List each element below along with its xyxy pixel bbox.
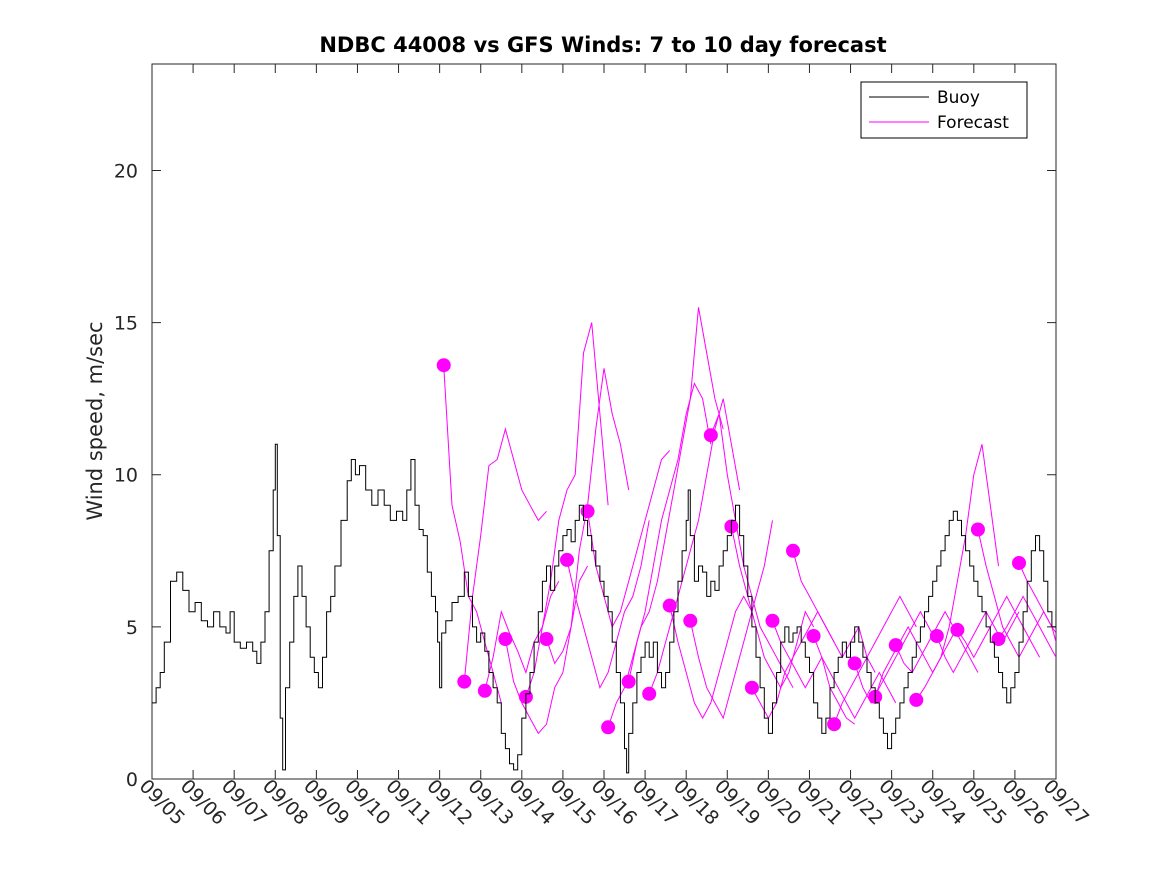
chart-title: NDBC 44008 vs GFS Winds: 7 to 10 day for… — [319, 33, 886, 57]
forecast-marker — [662, 598, 677, 613]
y-tick-label: 20 — [114, 160, 138, 182]
x-tick-label: 09/19 — [710, 775, 764, 829]
y-axis-label: Wind speed, m/sec — [83, 321, 107, 520]
forecast-marker — [1012, 555, 1027, 570]
forecast-marker — [601, 720, 616, 735]
x-tick-label: 09/15 — [546, 775, 600, 829]
forecast-marker — [477, 683, 492, 698]
forecast-marker — [991, 632, 1006, 647]
x-tick-label: 09/18 — [669, 775, 723, 829]
forecast-line — [628, 382, 712, 682]
x-tick-label: 09/17 — [628, 775, 682, 829]
forecast-line — [730, 526, 815, 689]
forecast-line — [566, 520, 650, 690]
x-tick-label: 09/25 — [957, 775, 1011, 829]
x-tick-label: 09/05 — [135, 775, 189, 829]
x-tick-label: 09/20 — [751, 775, 805, 829]
forecast-marker — [436, 358, 451, 373]
x-tick-label: 09/10 — [340, 775, 394, 829]
y-tick-label: 5 — [126, 617, 138, 639]
x-tick-label: 09/27 — [1039, 775, 1093, 829]
forecast-marker — [580, 504, 595, 519]
y-tick-label: 0 — [126, 769, 138, 791]
forecast-marker — [683, 613, 698, 628]
forecast-line — [525, 322, 609, 698]
forecast-marker — [970, 522, 985, 537]
forecast-line — [689, 520, 773, 720]
x-tick-label: 09/06 — [176, 775, 230, 829]
forecast-marker — [765, 613, 780, 628]
legend-label-buoy: Buoy — [937, 88, 980, 108]
forecast-marker — [888, 638, 903, 653]
forecast-marker — [827, 717, 842, 732]
forecast-marker — [703, 428, 718, 443]
x-tick-label: 09/09 — [299, 775, 353, 829]
x-tick-label: 09/08 — [258, 775, 312, 829]
x-tick-label: 09/16 — [587, 775, 641, 829]
legend-box — [860, 81, 1028, 139]
forecast-marker — [909, 692, 924, 707]
y-tick-label: 15 — [114, 313, 138, 335]
forecast-marker — [642, 686, 657, 701]
forecast-line — [1018, 562, 1056, 634]
x-tick-label: 09/24 — [915, 775, 969, 829]
forecast-marker — [806, 629, 821, 643]
forecast-line — [936, 610, 1020, 674]
x-tick-label: 09/26 — [998, 775, 1052, 829]
legend: Buoy Forecast — [860, 81, 1028, 139]
plot-area: 0510152009/0509/0609/0709/0809/0909/1009… — [114, 63, 1093, 830]
x-tick-label: 09/13 — [463, 775, 517, 829]
x-tick-label: 09/22 — [833, 775, 887, 829]
forecast-marker — [498, 632, 513, 647]
x-tick-label: 09/11 — [381, 775, 435, 829]
forecast-line — [484, 580, 560, 691]
forecast-marker — [929, 629, 944, 643]
forecast-line — [587, 450, 671, 629]
legend-label-forecast: Forecast — [937, 113, 1009, 133]
forecast-marker — [539, 632, 554, 647]
x-tick-label: 09/14 — [505, 775, 559, 829]
y-tick-label: 10 — [114, 465, 138, 487]
buoy-line — [152, 443, 1056, 774]
forecast-marker — [744, 680, 759, 695]
x-tick-label: 09/21 — [792, 775, 846, 829]
forecast-marker — [786, 543, 801, 558]
x-tick-label: 09/12 — [422, 775, 476, 829]
forecast-marker — [621, 674, 636, 689]
forecast-line — [895, 610, 979, 674]
forecast-marker — [847, 656, 862, 671]
forecast-marker — [457, 674, 472, 689]
forecast-line — [792, 550, 876, 673]
forecast-marker — [560, 552, 575, 567]
x-tick-label: 09/07 — [217, 775, 271, 829]
forecast-line — [833, 595, 917, 725]
x-tick-label: 09/23 — [874, 775, 928, 829]
forecast-line — [915, 444, 999, 701]
forecast-line — [669, 595, 753, 720]
forecast-marker — [950, 622, 965, 637]
axes-frame — [151, 63, 1057, 780]
forecast-line — [463, 427, 547, 682]
